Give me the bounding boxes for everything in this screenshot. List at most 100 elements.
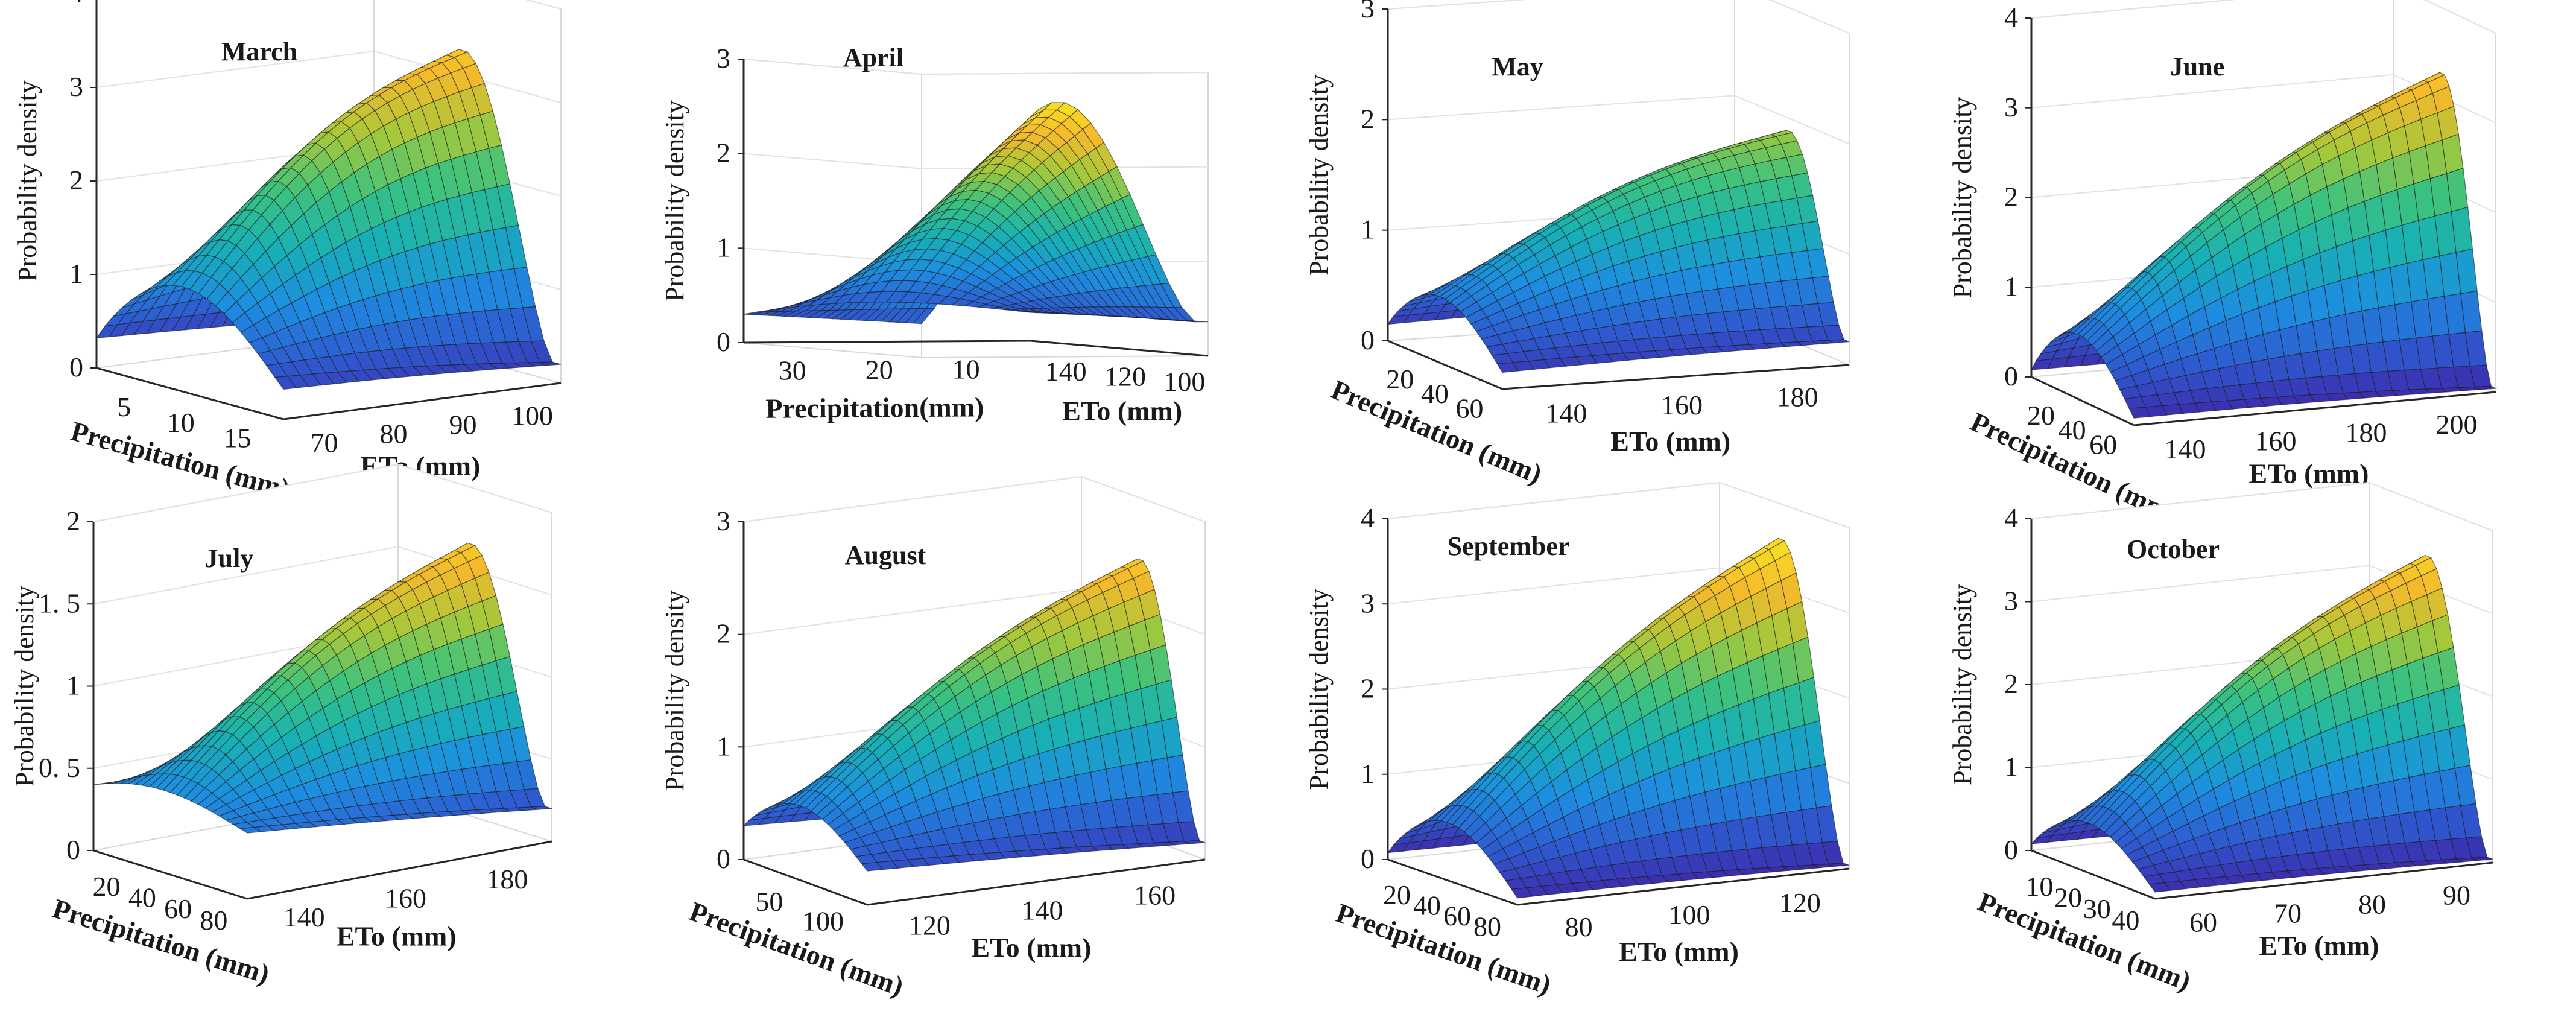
precipitation-tick-label: 40 — [128, 882, 156, 913]
surface-cell — [2471, 857, 2493, 861]
z-tick-label: 0 — [2004, 361, 2018, 391]
surface-cell — [1183, 840, 1206, 844]
surface-cell — [2473, 385, 2498, 390]
density-surface — [1387, 537, 1850, 899]
eto-tick-label: 100 — [511, 401, 553, 431]
precipitation-tick-label: 20 — [93, 871, 121, 902]
z-tick-label: 2 — [69, 165, 83, 195]
precipitation-tick-label: 60 — [164, 893, 192, 924]
eto-tick-label: 180 — [2346, 417, 2387, 448]
z-axis-label: Probability density — [1948, 584, 1977, 785]
eto-tick-label: 140 — [1045, 356, 1087, 387]
precipitation-tick-label: 30 — [2083, 893, 2111, 924]
precipitation-tick-label: 40 — [1421, 378, 1449, 409]
z-tick-label: 1 — [1361, 214, 1375, 245]
z-axis: 0 0. 5 1 1. 5 2 Probability density — [10, 505, 93, 865]
z-tick-label: 3 — [69, 71, 83, 102]
precipitation-tick-label: 20 — [1386, 364, 1414, 394]
z-tick-label: 2 — [2004, 668, 2018, 699]
precipitation-tick-label: 60 — [2089, 429, 2117, 460]
precipitation-tick-label: 20 — [866, 354, 893, 385]
panel-title: October — [2127, 534, 2220, 564]
eto-tick-label: 160 — [2255, 425, 2297, 456]
eto-tick-label: 180 — [1777, 382, 1818, 413]
z-tick-label: 2 — [1361, 673, 1375, 704]
z-tick-label: 2 — [2004, 182, 2018, 212]
precipitation-tick-label: 30 — [779, 355, 806, 385]
panel-title: April — [843, 43, 903, 72]
eto-axis-label: ETo (mm) — [2259, 930, 2379, 961]
eto-tick-label: 120 — [909, 910, 951, 941]
eto-tick-label: 120 — [1779, 887, 1821, 918]
z-tick-label: 3 — [717, 505, 730, 536]
eto-tick-label: 160 — [1661, 390, 1703, 420]
panel-title: May — [1492, 52, 1543, 81]
surface-cell — [1826, 339, 1850, 344]
precipitation-tick-label: 10 — [952, 354, 980, 385]
z-tick-label: 2 — [1361, 103, 1375, 134]
panel-march: March01234Probability density51015Precip… — [13, 0, 562, 504]
eto-tick-label: 140 — [1022, 895, 1063, 926]
z-axis-label: Probability density — [1304, 74, 1334, 276]
eto-tick-label: 100 — [1163, 366, 1205, 397]
z-axis-label: Probability density — [1304, 589, 1334, 790]
z-tick-label: 3 — [2004, 586, 2018, 616]
z-tick-label: 1 — [2004, 752, 2018, 782]
eto-tick-label: 90 — [2443, 880, 2470, 911]
eto-axis: 60 70 80 90 ETo (mm) — [2189, 880, 2470, 961]
z-tick-label: 0 — [66, 834, 80, 865]
panel-title: July — [205, 543, 254, 573]
z-tick-label: 2 — [66, 505, 80, 536]
eto-tick-label: 80 — [2358, 889, 2386, 920]
precipitation-tick-label: 80 — [200, 905, 227, 936]
z-tick-label: 0 — [717, 326, 730, 357]
eto-axis-label: ETo (mm) — [1062, 395, 1182, 426]
z-tick-label: 4 — [69, 0, 83, 8]
precipitation-tick-label: 40 — [1413, 890, 1441, 921]
z-axis-label: Probability density — [660, 100, 689, 302]
z-axis: 0 1 2 3 4 Probability density — [1948, 2, 2031, 391]
z-axis: 0 1 2 3 Probability density — [660, 43, 744, 357]
surface-cell — [531, 806, 552, 810]
precipitation-tick-label: 5 — [117, 391, 131, 422]
surface-cell — [1186, 321, 1209, 323]
eto-axis-label: ETo (mm) — [1619, 936, 1739, 967]
z-tick-label: 4 — [2004, 502, 2018, 533]
density-surface — [95, 49, 562, 390]
surface-cell — [539, 361, 562, 366]
z-axis: 0 1 2 3 Probability density — [660, 505, 744, 874]
eto-axis-label: ETo (mm) — [2249, 458, 2369, 489]
eto-tick-label: 120 — [1104, 361, 1146, 392]
z-axis-label: Probability density — [10, 586, 39, 787]
z-tick-label: 1 — [717, 730, 730, 761]
eto-axis-label: ETo (mm) — [1610, 426, 1730, 457]
z-axis: 0 1 2 3 Probability density — [1304, 0, 1388, 355]
z-tick-label: 1 — [66, 670, 80, 701]
z-axis: 0 1 2 3 4 Probability density — [1304, 502, 1388, 874]
z-axis-label: Probability density — [1948, 97, 1977, 299]
z-tick-label: 0 — [1361, 843, 1375, 874]
eto-axis: 120 140 160 ETo (mm) — [909, 880, 1176, 963]
precipitation-tick-label: 10 — [2025, 871, 2053, 902]
eto-tick-label: 100 — [1669, 899, 1710, 930]
panel-title: September — [1448, 531, 1570, 561]
precipitation-tick-label: 40 — [2059, 414, 2086, 445]
eto-tick-label: 70 — [2274, 898, 2302, 929]
z-axis-label: Probability density — [660, 590, 689, 791]
density-surface — [93, 542, 552, 834]
precipitation-tick-label: 50 — [755, 886, 783, 917]
z-tick-label: 3 — [2004, 92, 2018, 122]
eto-axis-label: ETo (mm) — [337, 920, 457, 951]
eto-tick-label: 70 — [311, 428, 338, 458]
precipitation-tick-label: 10 — [167, 407, 195, 438]
eto-tick-label: 140 — [283, 902, 325, 933]
panel-may: May 0 1 2 3 Probability density 20 40 60Precipit… — [1304, 0, 1850, 490]
density-surface — [743, 102, 1209, 325]
